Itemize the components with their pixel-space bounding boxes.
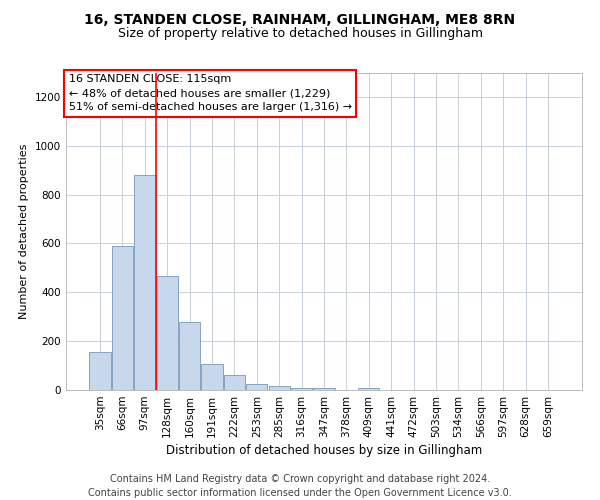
Bar	[224, 376, 245, 390]
Bar	[202, 364, 223, 390]
Bar	[358, 388, 379, 390]
Bar	[112, 246, 133, 390]
Bar	[157, 276, 178, 390]
Bar	[291, 388, 312, 390]
Text: Contains HM Land Registry data © Crown copyright and database right 2024.
Contai: Contains HM Land Registry data © Crown c…	[88, 474, 512, 498]
Bar	[313, 388, 335, 390]
Bar	[89, 352, 111, 390]
Bar	[246, 384, 268, 390]
Bar	[269, 386, 290, 390]
Bar	[179, 322, 200, 390]
Y-axis label: Number of detached properties: Number of detached properties	[19, 144, 29, 319]
X-axis label: Distribution of detached houses by size in Gillingham: Distribution of detached houses by size …	[166, 444, 482, 457]
Text: Size of property relative to detached houses in Gillingham: Size of property relative to detached ho…	[118, 28, 482, 40]
Bar	[134, 175, 155, 390]
Text: 16, STANDEN CLOSE, RAINHAM, GILLINGHAM, ME8 8RN: 16, STANDEN CLOSE, RAINHAM, GILLINGHAM, …	[85, 12, 515, 26]
Text: 16 STANDEN CLOSE: 115sqm
← 48% of detached houses are smaller (1,229)
51% of sem: 16 STANDEN CLOSE: 115sqm ← 48% of detach…	[68, 74, 352, 112]
